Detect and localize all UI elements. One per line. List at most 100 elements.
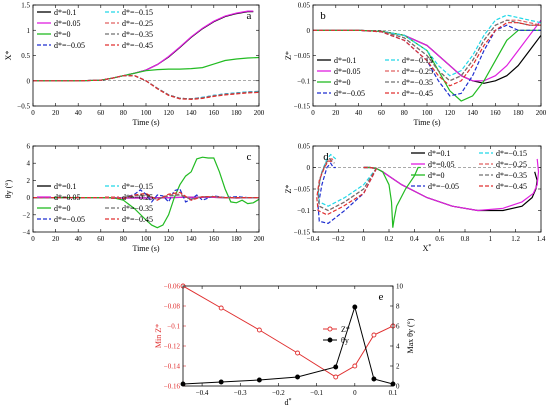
x-tick-label: 20 (52, 235, 60, 243)
legend-entry: d*=−0.45 (122, 41, 153, 50)
legend-entry: θy (341, 336, 349, 345)
y-tick-label: −0.1 (297, 207, 310, 215)
x-tick-label: 1 (489, 235, 493, 243)
x-tick-label: 0 (362, 235, 366, 243)
plot-frame (182, 285, 394, 387)
x-tick-label: 160 (490, 109, 501, 117)
x-tick-label: 40 (75, 109, 83, 117)
panel-d: −0.4 −0.2 0 0.2 0.4 0.6 0.8 1 1.2 1.4 −0.15 −0.1 −0.… (284, 143, 546, 254)
series-line-d_-0.45 (316, 160, 378, 216)
x-tick-label: 120 (163, 235, 174, 243)
y-tick-label: 0 (307, 27, 311, 35)
y-tick-label: −4 (23, 229, 31, 237)
legend-entry: d*=0.1 (428, 149, 451, 158)
x-tick-label: 180 (231, 235, 242, 243)
series-line-d_-0.45 (33, 191, 259, 201)
legend: Z* θy (323, 325, 350, 345)
y-right-tick-label: 10 (396, 283, 404, 291)
x-tick-label: 0.8 (461, 235, 470, 243)
x-tick-label: −0.2 (332, 235, 345, 243)
legend-entry: d*=−0.05 (54, 215, 85, 224)
x-axis-label: Time (s) (132, 244, 159, 253)
y-tick-label: −0.06 (164, 283, 181, 291)
point-minz (256, 327, 262, 333)
x-axis-label: X* (423, 244, 432, 253)
plot-frame (312, 4, 542, 107)
x-tick-label: 140 (186, 235, 197, 243)
panel-letter: e (379, 291, 384, 303)
y-tick-label: 0 (27, 77, 31, 85)
x-tick-label: 0.4 (410, 235, 419, 243)
x-axis-label: Time (s) (413, 118, 440, 127)
y-tick-label: 0 (27, 194, 31, 202)
legend-entry: d*=0 (54, 30, 71, 39)
legend-entry: d*=−0.25 (122, 193, 153, 202)
legend-entry: d*=−0.15 (122, 8, 153, 17)
y-axis-label: X* (4, 51, 13, 61)
x-tick-label: 180 (513, 109, 524, 117)
y-tick-label: 1 (27, 27, 31, 35)
x-tick-label: −0.4 (196, 389, 209, 397)
legend-entry: d*=−0.15 (402, 56, 433, 65)
panel-letter: b (320, 10, 326, 22)
y-tick-label: −0.12 (164, 343, 181, 351)
series-line-d_0 (33, 156, 259, 229)
x-tick-label: 0 (31, 235, 35, 243)
point-minz (352, 363, 358, 369)
point-maxtheta (352, 304, 358, 310)
legend-entry: d*=0.05 (54, 19, 81, 28)
point-minz (218, 305, 224, 311)
point-maxtheta (256, 377, 262, 383)
y-tick-label: −0.15 (294, 229, 311, 237)
series-line-d_-0.35 (313, 19, 541, 82)
series-line-maxtheta (183, 305, 393, 385)
point-maxtheta (295, 374, 300, 380)
x-axis-label: d* (285, 398, 292, 407)
x-tick-label: 60 (97, 109, 105, 117)
y-right-tick-label: 4 (396, 343, 400, 351)
y-tick-label: 0.05 (298, 143, 311, 151)
x-tick-label: 120 (163, 109, 174, 117)
legend-entry: Z* (341, 325, 350, 334)
legend-entry: d*=−0.45 (122, 215, 153, 224)
panel-letter: d (323, 151, 329, 163)
y-tick-label: 0.05 (298, 2, 311, 10)
point-minz (295, 350, 300, 356)
x-tick-label: −0.4 (307, 235, 320, 243)
x-tick-label: 0.6 (435, 235, 444, 243)
legend-entry: d*=−0.35 (122, 204, 153, 213)
legend-entry: d*=−0.45 (496, 182, 527, 191)
x-tick-label: 80 (120, 109, 128, 117)
x-axis-label: Time (s) (132, 118, 159, 127)
legend-entry: d*=−0.25 (122, 19, 153, 28)
y-right-tick-label: 6 (396, 323, 400, 331)
series-line-d_-0.25 (313, 19, 541, 82)
point-maxtheta (371, 376, 377, 382)
x-tick-label: 60 (378, 109, 386, 117)
legend-entry: d*=0.05 (428, 160, 455, 169)
point-maxtheta (218, 379, 224, 385)
y-right-tick-label: 2 (396, 363, 400, 371)
legend-entry: d*=0.05 (334, 67, 361, 76)
x-tick-label: 80 (401, 109, 409, 117)
panel-c: 0 20 40 60 80 100 120 140 160 180 200 −4 −2 0 2 4 6 c Time… (4, 143, 265, 254)
y-tick-label: −0.1 (297, 77, 310, 85)
legend-entry: d*=−0.35 (122, 30, 153, 39)
y-tick-label: 1.5 (21, 2, 30, 10)
y-tick-label: −0.08 (164, 303, 181, 311)
legend-entry: d*=0 (334, 78, 351, 87)
x-tick-label: 0.2 (385, 235, 394, 243)
x-tick-label: 0.1 (389, 389, 398, 397)
panel-b: 0 20 40 60 80 100 120 140 160 180 200 −0.15 −0.1 −0.0… (284, 2, 547, 128)
y-tick-label: −2 (23, 211, 31, 219)
series-line-d_-0.15 (313, 14, 541, 77)
series-line-d_-0.05 (317, 162, 378, 225)
legend-entry: d*=0.05 (54, 193, 81, 202)
x-tick-label: 180 (231, 109, 242, 117)
legend-entry: d*=0.1 (54, 8, 77, 17)
legend-entry: d*=0 (54, 204, 71, 213)
series-line-minz (183, 286, 393, 378)
y-tick-label: −0.1 (167, 323, 180, 331)
plot-frame (32, 4, 260, 107)
